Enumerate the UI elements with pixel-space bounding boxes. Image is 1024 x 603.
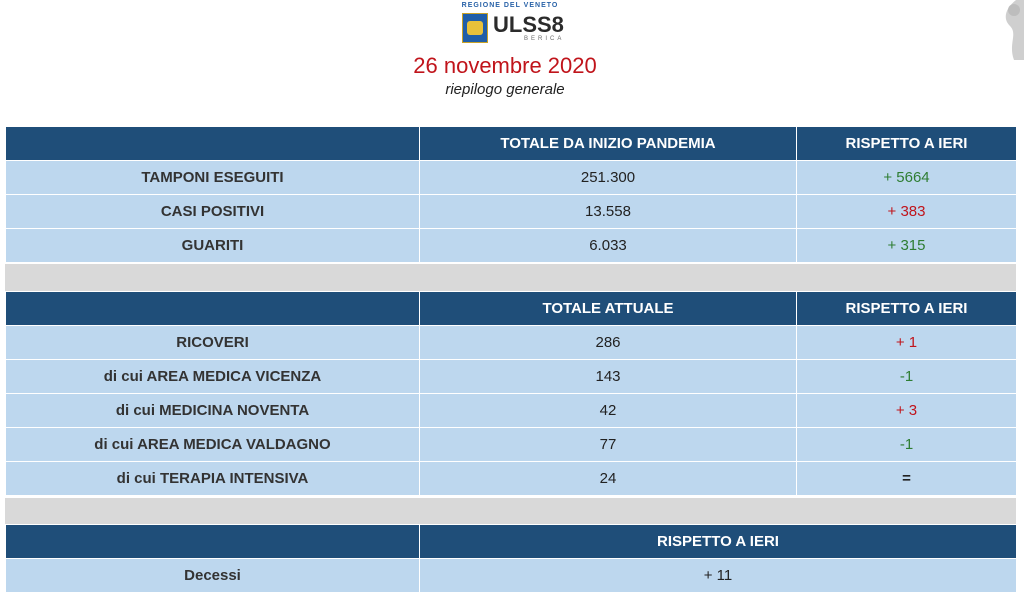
brand-name: ULSS8 bbox=[493, 12, 564, 37]
current-table-header: TOTALE ATTUALE RISPETTO A IERI bbox=[5, 291, 1017, 326]
row-delta: -1 bbox=[796, 359, 1017, 394]
decorative-corner-graphic bbox=[1005, 0, 1024, 60]
row-delta: + 5664 bbox=[796, 160, 1017, 195]
row-label: di cui MEDICINA NOVENTA bbox=[5, 393, 420, 428]
deaths-table: RISPETTO A IERI Decessi + 11 bbox=[5, 524, 1017, 593]
header-blank bbox=[5, 524, 420, 559]
table-row: CASI POSITIVI 13.558 + 383 bbox=[5, 194, 1017, 229]
row-label: di cui AREA MEDICA VALDAGNO bbox=[5, 427, 420, 462]
header-delta: RISPETTO A IERI bbox=[796, 291, 1017, 326]
row-delta: + 383 bbox=[796, 194, 1017, 229]
header-blank bbox=[5, 126, 420, 161]
row-total: 251.300 bbox=[419, 160, 797, 195]
ulss8-logo: REGIONE DEL VENETO ULSS8 BERICA bbox=[460, 2, 564, 44]
page-header: REGIONE DEL VENETO ULSS8 BERICA 26 novem… bbox=[0, 0, 1024, 110]
report-subtitle: riepilogo generale bbox=[445, 81, 565, 98]
row-label: CASI POSITIVI bbox=[5, 194, 420, 229]
summary-table: TOTALE DA INIZIO PANDEMIA RISPETTO A IER… bbox=[5, 126, 1017, 263]
brand-subname: BERICA bbox=[524, 36, 565, 42]
summary-table-header: TOTALE DA INIZIO PANDEMIA RISPETTO A IER… bbox=[5, 126, 1017, 161]
row-total: 286 bbox=[419, 325, 797, 360]
header-blank bbox=[5, 291, 420, 326]
row-delta: + 315 bbox=[796, 228, 1017, 263]
table-row: TAMPONI ESEGUITI 251.300 + 5664 bbox=[5, 160, 1017, 195]
row-delta: = bbox=[796, 461, 1017, 496]
row-delta: -1 bbox=[796, 427, 1017, 462]
row-total: 6.033 bbox=[419, 228, 797, 263]
row-label: TAMPONI ESEGUITI bbox=[5, 160, 420, 195]
table-row: di cui MEDICINA NOVENTA 42 + 3 bbox=[5, 393, 1017, 428]
row-total: 143 bbox=[419, 359, 797, 394]
table-row: di cui TERAPIA INTENSIVA 24 = bbox=[5, 461, 1017, 496]
header-delta: RISPETTO A IERI bbox=[796, 126, 1017, 161]
header-total: TOTALE DA INIZIO PANDEMIA bbox=[419, 126, 797, 161]
row-label: Decessi bbox=[5, 558, 420, 593]
report-date: 26 novembre 2020 bbox=[413, 53, 597, 78]
table-row: di cui AREA MEDICA VICENZA 143 -1 bbox=[5, 359, 1017, 394]
region-label: REGIONE DEL VENETO bbox=[461, 2, 559, 9]
table-row: Decessi + 11 bbox=[5, 558, 1017, 593]
row-total: 42 bbox=[419, 393, 797, 428]
header-total: TOTALE ATTUALE bbox=[419, 291, 797, 326]
row-label: di cui AREA MEDICA VICENZA bbox=[5, 359, 420, 394]
section-divider bbox=[5, 498, 1016, 524]
header-delta: RISPETTO A IERI bbox=[419, 524, 1017, 559]
row-total: 13.558 bbox=[419, 194, 797, 229]
row-label: di cui TERAPIA INTENSIVA bbox=[5, 461, 420, 496]
row-delta: + 3 bbox=[796, 393, 1017, 428]
row-delta: + 1 bbox=[796, 325, 1017, 360]
row-total: 77 bbox=[419, 427, 797, 462]
current-table: TOTALE ATTUALE RISPETTO A IERI RICOVERI … bbox=[5, 291, 1017, 496]
table-row: GUARITI 6.033 + 315 bbox=[5, 228, 1017, 263]
row-label: GUARITI bbox=[5, 228, 420, 263]
row-label: RICOVERI bbox=[5, 325, 420, 360]
row-delta: + 11 bbox=[419, 558, 1017, 593]
section-divider bbox=[5, 264, 1016, 291]
table-row: RICOVERI 286 + 1 bbox=[5, 325, 1017, 360]
table-row: di cui AREA MEDICA VALDAGNO 77 -1 bbox=[5, 427, 1017, 462]
row-total: 24 bbox=[419, 461, 797, 496]
deaths-table-header: RISPETTO A IERI bbox=[5, 524, 1017, 559]
lion-crest-icon bbox=[462, 13, 488, 43]
